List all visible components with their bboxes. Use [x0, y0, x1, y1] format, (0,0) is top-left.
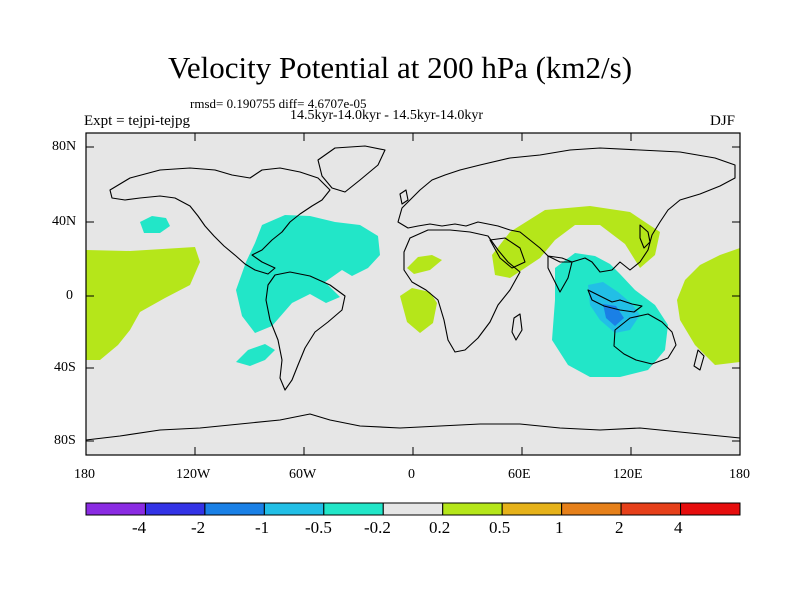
x-label-180e: 180 [729, 467, 750, 482]
colorbar-swatch [85, 502, 146, 516]
colorbar-label: 0.5 [489, 518, 511, 537]
colorbar-swatch [144, 502, 206, 516]
colorbar-swatch [680, 502, 741, 516]
colorbar-label: 2 [615, 518, 624, 537]
greenland-coastline [317, 145, 386, 193]
india-coastline [547, 255, 573, 293]
arabia-coastline [489, 237, 526, 269]
australia-coastline [613, 313, 677, 365]
x-label-60e: 60E [508, 467, 531, 482]
south-america-coastline [265, 271, 346, 391]
y-label-40s: 40S [54, 360, 76, 375]
period-line: 14.5kyr-14.0kyr - 14.5kyr-14.0kyr [290, 108, 484, 123]
north-america-coastline [109, 167, 331, 275]
madagascar-coastline [511, 313, 523, 341]
colorbar [85, 502, 741, 516]
y-label-0: 0 [66, 288, 73, 303]
indonesia-coastline [587, 289, 643, 313]
positive-anomaly-regions [86, 206, 740, 365]
eurasia-coastline [397, 147, 736, 273]
colorbar-swatch [263, 502, 325, 516]
x-label-60w: 60W [289, 467, 317, 482]
colorbar-swatch [204, 502, 265, 516]
y-label-40n: 40N [52, 214, 77, 229]
colorbar-label: -0.2 [364, 518, 391, 537]
experiment-label: Expt = tejpi-tejpg [84, 113, 190, 129]
colorbar-label: 1 [555, 518, 564, 537]
x-label-180w: 180 [74, 467, 95, 482]
x-label-120e: 120E [613, 467, 643, 482]
colorbar-label: 4 [674, 518, 683, 537]
y-label-80s: 80S [54, 433, 76, 448]
x-label-0: 0 [408, 467, 415, 482]
coastlines [85, 145, 741, 441]
new-zealand-coastline [693, 349, 705, 371]
map-title: Velocity Potential at 200 hPa (km2/s) [167, 50, 633, 85]
colorbar-label: -1 [255, 518, 270, 537]
stats-line: rmsd= 0.190755 diff= 4.6707e-05 [190, 96, 367, 111]
colorbar-swatch [442, 502, 503, 516]
colorbar-swatch [620, 502, 682, 516]
antarctica-coastline [85, 413, 741, 441]
x-axis-ticks [194, 133, 632, 455]
british-isles-coastline [399, 189, 409, 205]
colorbar-swatch [501, 502, 563, 516]
colorbar-swatch [323, 502, 384, 516]
y-axis-ticks [86, 146, 740, 442]
colorbar-swatch [382, 502, 444, 516]
colorbar-swatch [561, 502, 622, 516]
colorbar-label: -0.5 [305, 518, 332, 537]
colorbar-label: 0.2 [429, 518, 451, 537]
africa-coastline [403, 229, 521, 353]
japan-coastline [639, 224, 651, 249]
colorbar-label: -2 [191, 518, 206, 537]
colorbar-label: -4 [132, 518, 147, 537]
season-label: DJF [710, 113, 736, 129]
x-label-120w: 120W [176, 467, 211, 482]
y-label-80n: 80N [52, 139, 77, 154]
